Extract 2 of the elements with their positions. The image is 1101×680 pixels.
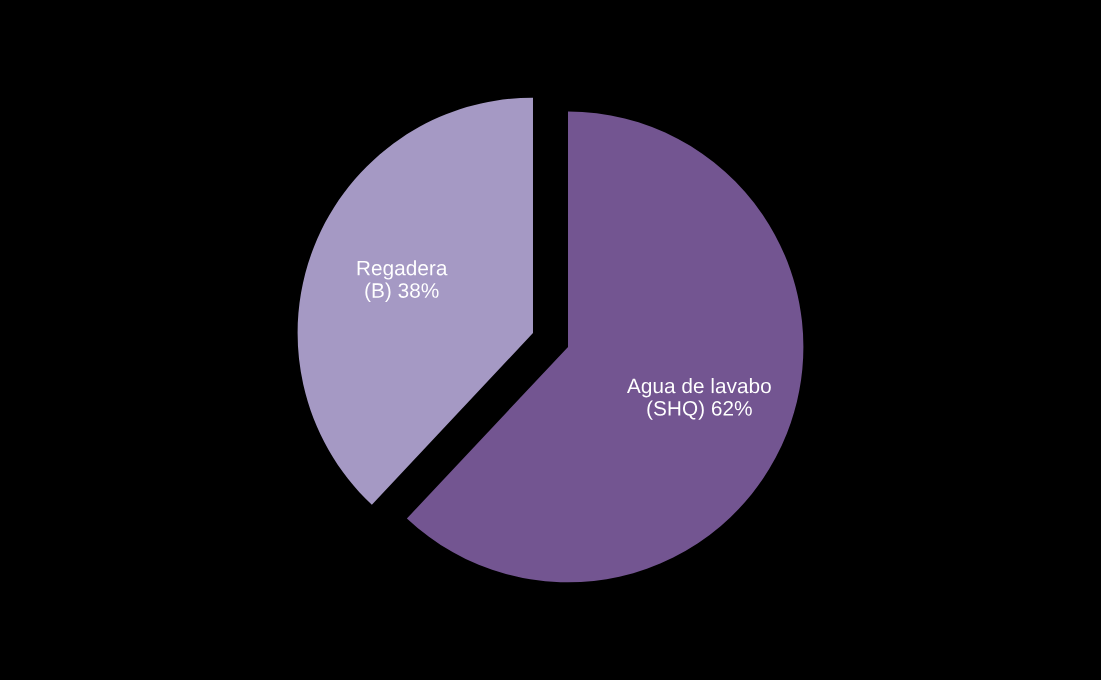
slice-label: Regadera (B) 38% [357, 260, 448, 302]
slice-label: Agua de lavabo (SHQ) 62% [626, 377, 771, 420]
